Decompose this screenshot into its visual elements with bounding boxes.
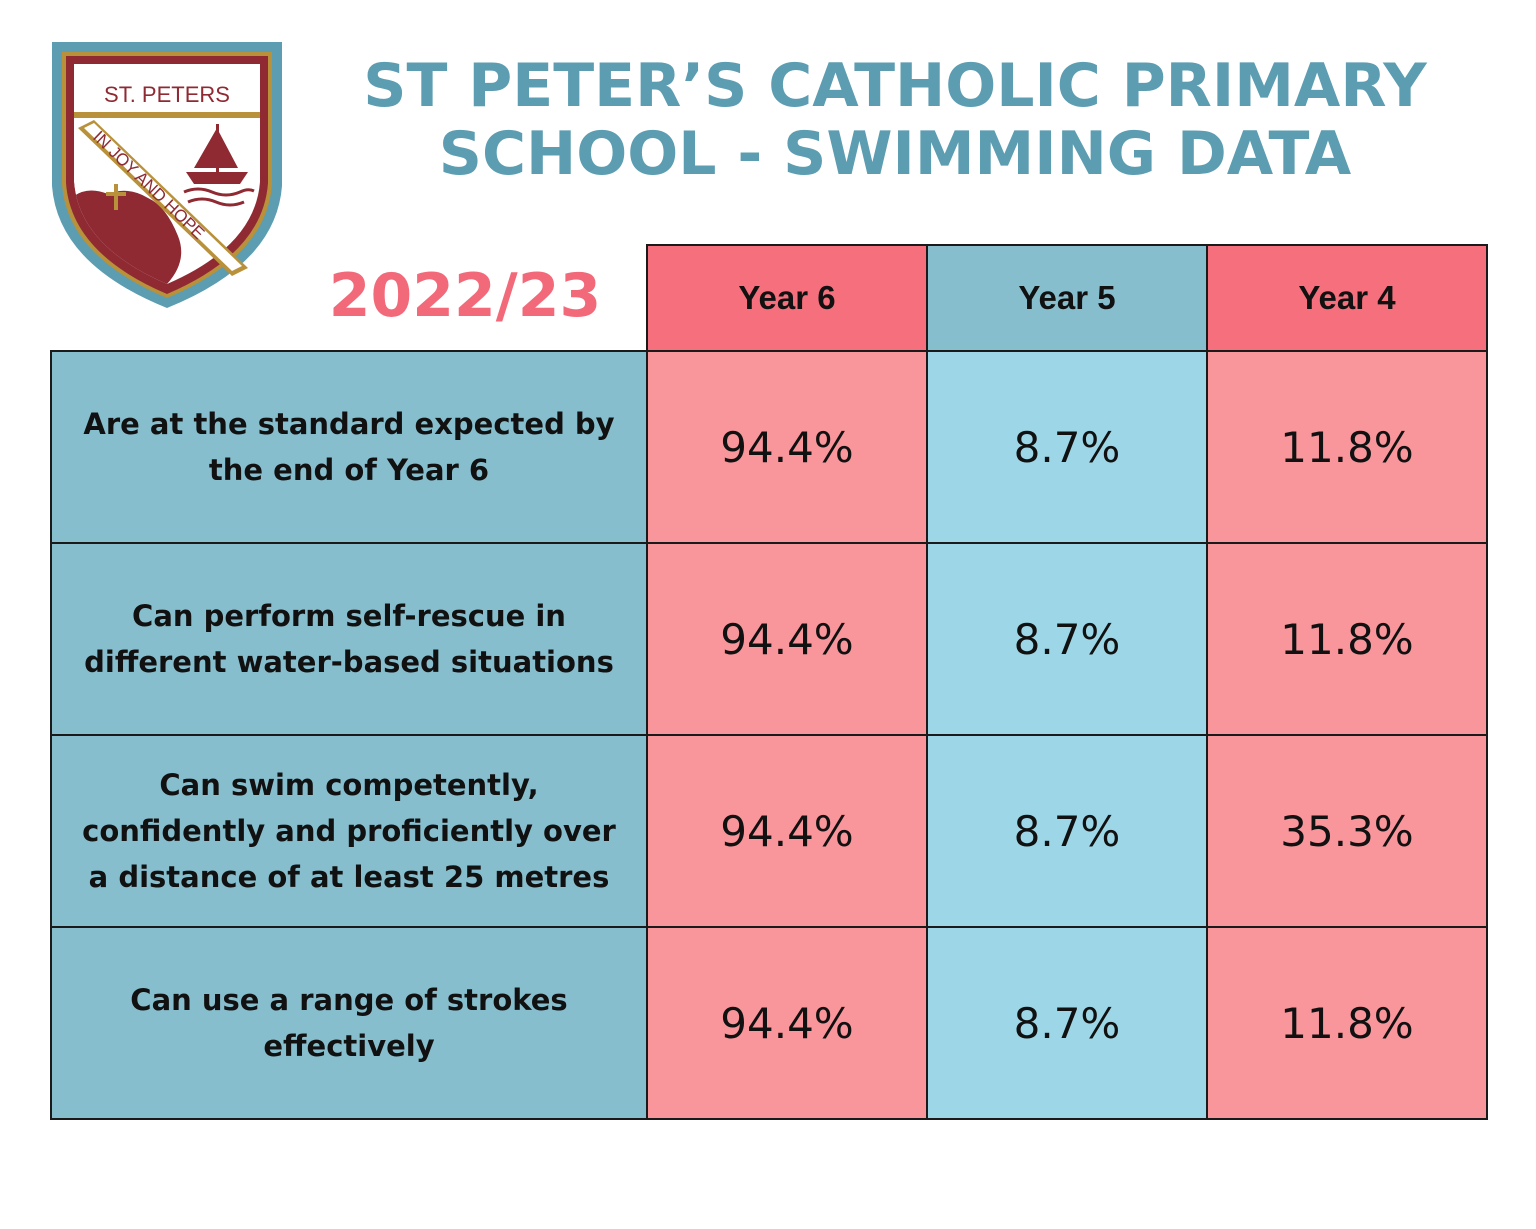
cross-icon bbox=[106, 184, 126, 210]
crest-banner-rule bbox=[74, 112, 260, 118]
table-cell-year-6: 94.4% bbox=[646, 926, 928, 1120]
row-label: Can perform self-rescue in different wat… bbox=[50, 542, 648, 736]
table-cell-year-4: 11.8% bbox=[1206, 542, 1488, 736]
title-line-2: SCHOOL - SWIMMING DATA bbox=[438, 119, 1352, 189]
table-cell-year-4: 35.3% bbox=[1206, 734, 1488, 928]
table-row: Can perform self-rescue in different wat… bbox=[50, 542, 1488, 736]
table-header-row: Year 6 Year 5 Year 4 bbox=[51, 244, 1488, 352]
table-row: Are at the standard expected by the end … bbox=[50, 350, 1488, 544]
table-cell-year-5: 8.7% bbox=[926, 542, 1208, 736]
column-header-year-5: Year 5 bbox=[926, 244, 1208, 352]
table-row: Can swim competently, confidently and pr… bbox=[50, 734, 1488, 928]
table-cell-year-4: 11.8% bbox=[1206, 350, 1488, 544]
academic-year-label: 2022/23 bbox=[328, 261, 602, 331]
table-cell-year-6: 94.4% bbox=[646, 542, 928, 736]
table-row: Can use a range of strokes effectively 9… bbox=[50, 926, 1488, 1120]
row-label: Can swim competently, confidently and pr… bbox=[50, 734, 648, 928]
swimming-data-table: Year 6 Year 5 Year 4 Are at the standard… bbox=[50, 244, 1488, 1120]
row-label: Are at the standard expected by the end … bbox=[50, 350, 648, 544]
page-title: ST PETER’S CATHOLIC PRIMARY SCHOOL - SWI… bbox=[300, 52, 1490, 188]
column-header-year-4: Year 4 bbox=[1206, 244, 1488, 352]
table-cell-year-5: 8.7% bbox=[926, 926, 1208, 1120]
table-cell-year-5: 8.7% bbox=[926, 734, 1208, 928]
table-cell-year-5: 8.7% bbox=[926, 350, 1208, 544]
table-cell-year-4: 11.8% bbox=[1206, 926, 1488, 1120]
row-label: Can use a range of strokes effectively bbox=[50, 926, 648, 1120]
table-cell-year-6: 94.4% bbox=[646, 734, 928, 928]
table-corner bbox=[51, 245, 647, 351]
title-line-1: ST PETER’S CATHOLIC PRIMARY bbox=[363, 51, 1427, 121]
column-header-year-6: Year 6 bbox=[646, 244, 928, 352]
boat-icon bbox=[183, 124, 255, 207]
school-crest-logo: ST. PETERS IN JOY AND HOPE bbox=[52, 42, 282, 308]
crest-top-text: ST. PETERS bbox=[104, 82, 230, 107]
table-cell-year-6: 94.4% bbox=[646, 350, 928, 544]
crest-hill bbox=[74, 182, 182, 284]
